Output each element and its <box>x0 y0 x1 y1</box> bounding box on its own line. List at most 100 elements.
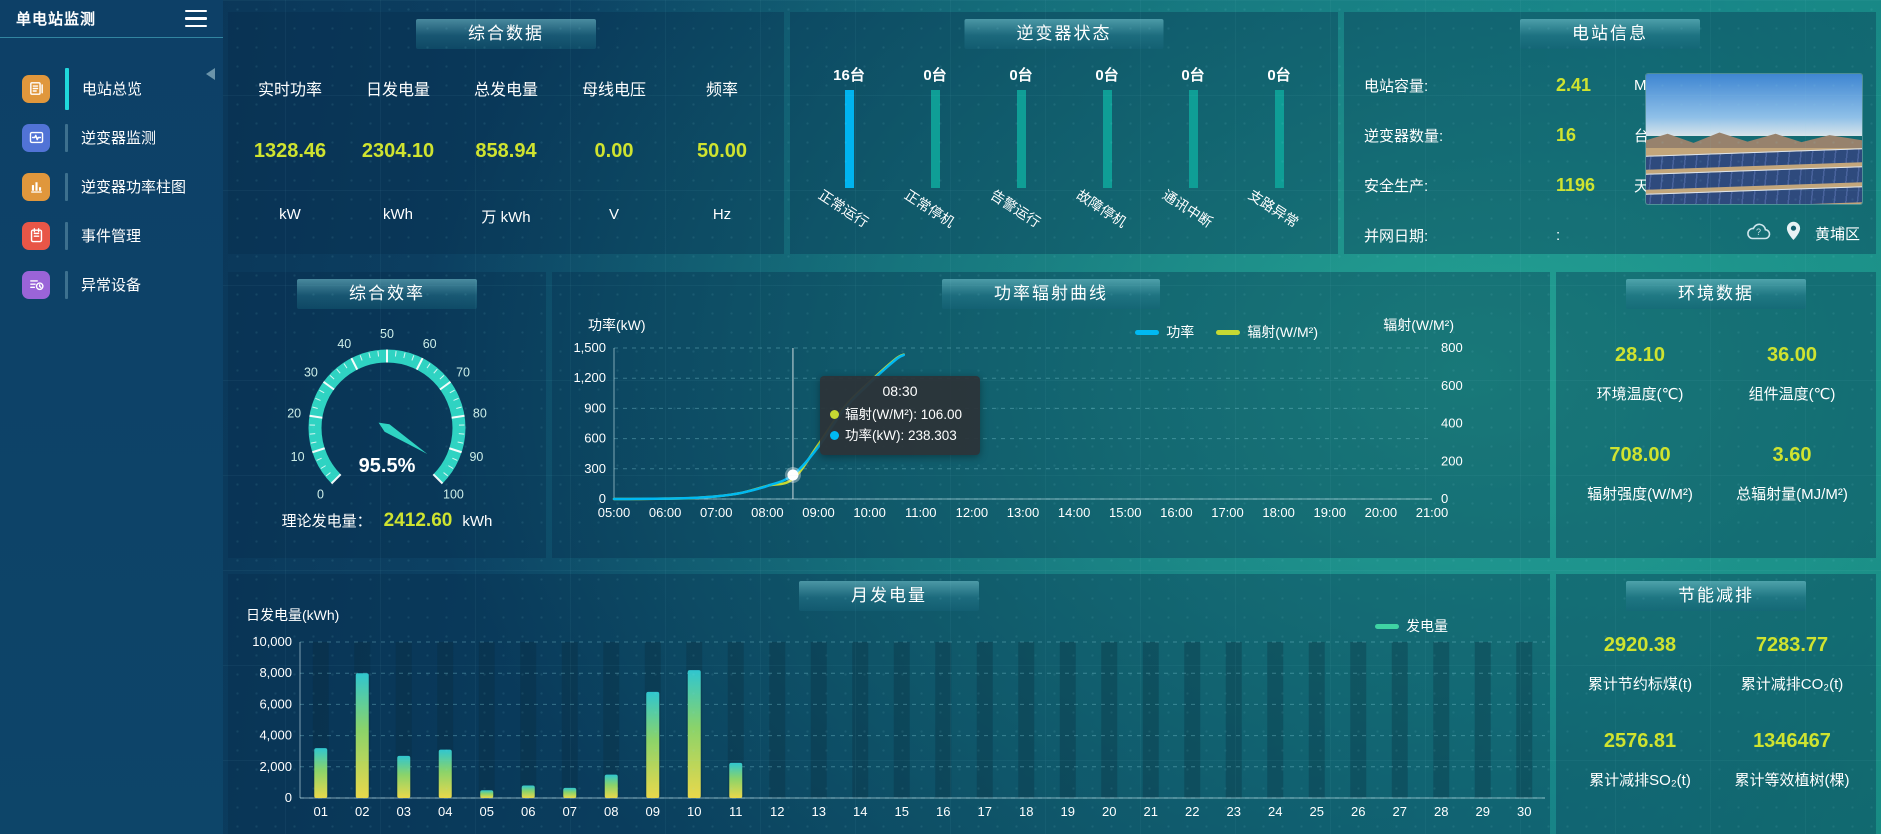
info-unit: 天 <box>1634 177 1650 195</box>
metric-value: 1328.46 <box>253 140 327 162</box>
gauge-tick-label: 60 <box>423 337 437 351</box>
theoretical-generation: 理论发电量： 2412.60 kWh <box>228 510 546 532</box>
sidebar-item-3[interactable]: 逆变器功率柱图 <box>0 162 223 211</box>
y-axis-tick: 0 <box>599 491 606 506</box>
x-axis-tick: 06:00 <box>649 505 682 520</box>
metric-label: 累计等效植树(棵) <box>1734 772 1850 789</box>
metric-value: 7283.77 <box>1755 634 1829 656</box>
metric-value: 2576.81 <box>1603 730 1677 752</box>
bar-background-column <box>1059 642 1076 798</box>
info-value: 1196 <box>1556 174 1596 195</box>
x-axis-tick: 08:00 <box>751 505 784 520</box>
x-axis-tick: 18 <box>1019 804 1033 819</box>
status-count: 0台 <box>923 67 947 84</box>
bar-background-column <box>561 642 578 798</box>
x-axis-tick: 20:00 <box>1365 505 1398 520</box>
metric-value: 36.00 <box>1766 344 1818 366</box>
sidebar-item-1[interactable]: 电站总览 <box>0 64 223 113</box>
metric-cell: 36.00 组件温度(℃) <box>1716 344 1868 404</box>
energy-savings-metrics: 2920.38 累计节约标煤(t) 7283.77 累计减排CO₂(t) 2576.81… <box>1564 634 1868 790</box>
status-count: 0台 <box>1009 67 1033 84</box>
x-axis-tick: 12 <box>770 804 784 819</box>
power-bars-icon <box>22 172 50 201</box>
metric-unit: Hz <box>712 206 732 223</box>
metric-label: 累计减排SO₂(t) <box>1589 772 1691 789</box>
info-label: 并网日期: <box>1364 227 1429 245</box>
status-count: 0台 <box>1267 67 1291 84</box>
status-bar <box>1102 90 1112 188</box>
status-count: 16台 <box>833 67 865 84</box>
bar-day-06 <box>521 785 535 798</box>
metric-value: 0.00 <box>594 140 634 162</box>
legend-item[interactable]: 辐射(W/M²) <box>1216 322 1318 342</box>
chart-tooltip: 08:30 辐射(W/M²): 106.00 功率(kW): 238.303 <box>820 376 980 455</box>
metric-label: 日发电量 <box>365 82 430 99</box>
sidebar-item-2[interactable]: 逆变器监测 <box>0 113 223 162</box>
hamburger-menu-icon[interactable] <box>185 9 207 28</box>
environment-metrics: 28.10 环境温度(℃) 36.00 组件温度(℃) 708.00 辐射强度(W/M²)… <box>1564 344 1868 504</box>
x-axis-tick: 10 <box>687 804 701 819</box>
sidebar-item-label: 事件管理 <box>81 228 142 245</box>
summary-metrics: 实时功率 1328.46 kW 日发电量 2304.10 kWh 总发电量 858.94 万 k… <box>236 76 776 227</box>
status-bar <box>1016 90 1026 188</box>
legend-label: 发电量 <box>1406 618 1448 634</box>
bar-day-05 <box>480 790 494 798</box>
inverter-status-item: 0台 支路异常 <box>1236 64 1322 230</box>
bar-background-column <box>1184 642 1201 798</box>
energy-savings-title: 节能减排 <box>1626 581 1806 611</box>
inverter-status-item: 0台 正常停机 <box>892 64 978 230</box>
metric-value: 2304.10 <box>361 140 435 162</box>
legend-item[interactable]: 功率 <box>1135 322 1194 342</box>
legend-label: 功率 <box>1166 324 1195 340</box>
bar-day-02 <box>355 673 369 798</box>
x-axis-tick: 21 <box>1144 804 1158 819</box>
highlight-marker <box>787 469 799 481</box>
abnormal-device-icon <box>22 270 50 299</box>
info-unit: 台 <box>1634 127 1650 145</box>
gauge-tick-label: 0 <box>317 487 324 501</box>
x-axis-tick: 13:00 <box>1007 505 1040 520</box>
bar-day-01 <box>314 748 328 798</box>
x-axis-tick: 27 <box>1393 804 1407 819</box>
bar-day-07 <box>563 787 577 798</box>
metric-label: 频率 <box>705 82 738 99</box>
monthly-generation-chart[interactable]: 10,000 8,000 6,000 4,000 2,000 0 01 02 03 04 05 06 0… <box>228 574 1550 834</box>
bar-background-column <box>1142 642 1159 798</box>
legend-marker <box>1135 329 1160 335</box>
x-axis-tick: 17:00 <box>1211 505 1244 520</box>
sidebar-item-4[interactable]: 事件管理 <box>0 211 223 260</box>
x-axis-tick: 17 <box>978 804 992 819</box>
bar-background-column <box>810 642 827 798</box>
sidebar-item-5[interactable]: 异常设备 <box>0 260 223 309</box>
left-axis-title: 功率(kW) <box>588 317 646 333</box>
summary-metric: 日发电量 2304.10 kWh <box>344 76 452 227</box>
bar-background-column <box>727 642 744 798</box>
x-axis-tick: 19:00 <box>1313 505 1346 520</box>
x-axis-tick: 28 <box>1434 804 1448 819</box>
metric-label: 母线电压 <box>581 82 646 99</box>
metric-cell: 28.10 环境温度(℃) <box>1564 344 1716 404</box>
sidebar-collapse-arrow[interactable] <box>206 68 215 80</box>
summary-metric: 母线电压 0.00 V <box>560 76 668 227</box>
svg-text:?: ? <box>1756 227 1761 237</box>
y2-axis-tick: 600 <box>1441 378 1463 393</box>
station-info-row: 逆变器数量: 16 台 <box>1364 110 1664 160</box>
x-axis-tick: 03 <box>397 804 411 819</box>
summary-panel: 综合数据 实时功率 1328.46 kW 日发电量 2304.10 kWh 总发电量 858.… <box>228 12 784 254</box>
status-bar <box>1274 90 1284 188</box>
status-label: 告警运行 <box>987 186 1044 231</box>
x-axis-tick: 19 <box>1061 804 1075 819</box>
station-info-row: 安全生产: 1196 天 <box>1364 160 1664 210</box>
metric-unit: 万 kWh <box>481 209 531 226</box>
theoretical-generation-unit: kWh <box>462 513 493 530</box>
metric-label: 环境温度(℃) <box>1596 386 1684 403</box>
y-axis-title: 日发电量(kWh) <box>246 607 339 623</box>
legend-marker <box>1216 329 1241 335</box>
gauge-tick-label: 50 <box>380 327 394 341</box>
y2-axis-tick: 0 <box>1441 491 1448 506</box>
weather-cloud-icon: ? <box>1746 222 1772 245</box>
bar-background-column <box>1516 642 1533 798</box>
tooltip-text: 功率(kW): 238.303 <box>845 428 957 443</box>
legend-item-generation[interactable]: 发电量 <box>1375 616 1448 636</box>
